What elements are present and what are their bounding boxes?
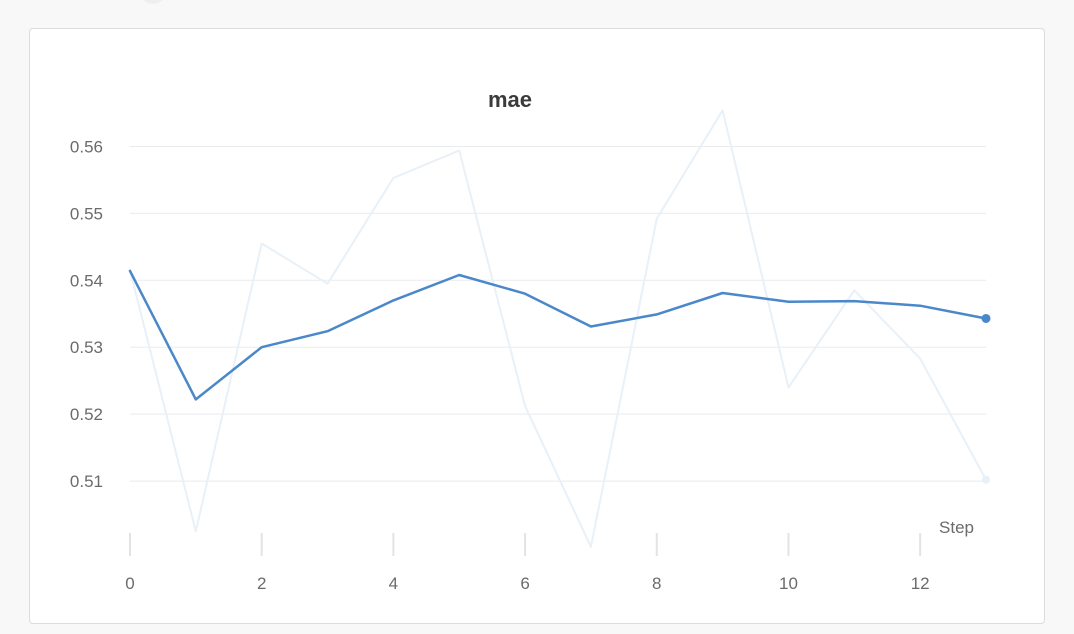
- x-tick-label: 4: [389, 574, 398, 593]
- grid: [130, 145, 986, 482]
- smoothed-series-line: [128, 269, 988, 401]
- y-tick-label: 0.51: [70, 472, 103, 491]
- y-tick-label: 0.54: [70, 271, 103, 290]
- x-tick-label: 0: [125, 574, 134, 593]
- raw-series-end-point: [982, 475, 990, 484]
- y-tick-label: 0.55: [70, 204, 103, 223]
- x-tick-label: 2: [257, 574, 266, 593]
- smoothed-series-end-point: [981, 313, 991, 323]
- chart-panel: mae 0.51 0.52 0.53 0.54 0.55 0.56 0 2 4 6 8 10 12 S…: [29, 28, 1045, 624]
- x-tick-label: 8: [652, 574, 661, 593]
- chart: mae 0.51 0.52 0.53 0.54 0.55 0.56 0 2 4 6 8 10 12 S…: [70, 87, 991, 593]
- series: [128, 109, 991, 548]
- x-tick-label: 6: [520, 574, 529, 593]
- panel-tab-stub: [140, 0, 166, 4]
- y-tick-label: 0.56: [70, 137, 103, 156]
- y-tick-label: 0.52: [70, 405, 103, 424]
- raw-series-line: [129, 109, 987, 548]
- y-tick-label: 0.53: [70, 338, 103, 357]
- chart-title: mae: [488, 87, 532, 112]
- x-tick-label: 10: [779, 574, 798, 593]
- x-axis: 0 2 4 6 8 10 12: [125, 533, 930, 593]
- x-axis-label: Step: [939, 518, 974, 537]
- y-axis: 0.51 0.52 0.53 0.54 0.55 0.56: [70, 137, 103, 491]
- x-tick-label: 12: [911, 574, 930, 593]
